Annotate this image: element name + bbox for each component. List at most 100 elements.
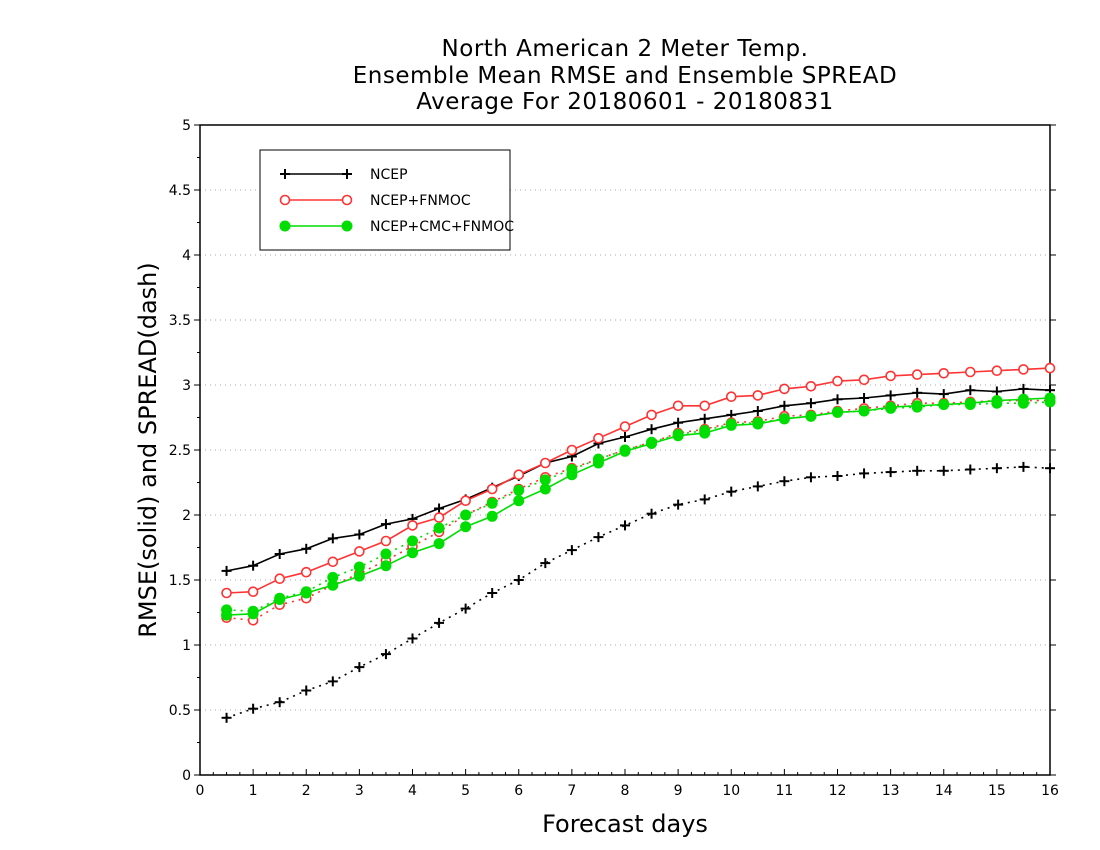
point-ncep-spread-30 xyxy=(1018,461,1029,472)
series-ncep-fnmoc-rmse-line xyxy=(226,367,1051,594)
point-ncep-cmc-fnmoc-spread-0 xyxy=(221,604,233,616)
point-ncep-spread-11 xyxy=(513,575,524,585)
point-ncep-cmc-fnmoc-spread-6 xyxy=(380,548,392,560)
point-ncep-spread-15 xyxy=(620,520,630,531)
point-ncep-spread-1 xyxy=(248,703,259,714)
point-ncep-fnmoc-rmse-30 xyxy=(1018,364,1029,375)
point-ncep-spread-20 xyxy=(752,481,763,492)
point-ncep-rmse-27 xyxy=(938,389,949,400)
point-ncep-spread-17 xyxy=(673,499,684,510)
point-ncep-rmse-24 xyxy=(859,393,870,403)
point-ncep-cmc-fnmoc-spread-11 xyxy=(513,484,525,496)
point-ncep-rmse-23 xyxy=(832,394,843,405)
point-ncep-spread-12 xyxy=(540,558,551,569)
point-ncep-spread-8 xyxy=(434,617,445,628)
point-ncep-cmc-fnmoc-rmse-10 xyxy=(486,510,498,522)
y-tick-label-1: 0.5 xyxy=(169,703,191,719)
point-ncep-spread-3 xyxy=(301,685,312,696)
point-ncep-cmc-fnmoc-spread-25 xyxy=(885,402,897,414)
point-ncep-cmc-fnmoc-spread-31 xyxy=(1044,396,1056,408)
point-ncep-cmc-fnmoc-spread-18 xyxy=(699,425,711,436)
point-ncep-fnmoc-rmse-14 xyxy=(593,432,604,444)
point-ncep-spread-14 xyxy=(593,532,604,543)
point-ncep-fnmoc-rmse-5 xyxy=(354,546,365,557)
point-ncep-fnmoc-rmse-0 xyxy=(221,587,232,599)
x-tick-label-7: 7 xyxy=(567,783,576,799)
point-ncep-cmc-fnmoc-spread-2 xyxy=(274,592,286,604)
point-ncep-spread-2 xyxy=(274,697,285,708)
x-tick-label-1: 1 xyxy=(249,783,258,799)
y-tick-label-2: 1 xyxy=(182,638,191,654)
point-ncep-spread-16 xyxy=(646,508,657,519)
point-ncep-cmc-fnmoc-rmse-9 xyxy=(460,521,472,533)
point-ncep-cmc-fnmoc-rmse-5 xyxy=(353,570,365,582)
point-ncep-rmse-2 xyxy=(274,549,285,559)
legend-marker-ncep-fnmoc-b xyxy=(341,194,353,206)
point-ncep-spread-4 xyxy=(327,676,338,687)
point-ncep-spread-18 xyxy=(699,494,710,505)
point-ncep-cmc-fnmoc-spread-17 xyxy=(672,428,684,440)
point-ncep-fnmoc-rmse-27 xyxy=(938,367,950,379)
chart-title-line-3: Average For 20180601 - 20180831 xyxy=(416,89,834,115)
point-ncep-cmc-fnmoc-rmse-6 xyxy=(380,560,392,572)
chart-title-line-1: North American 2 Meter Temp. xyxy=(441,36,809,62)
point-ncep-cmc-fnmoc-spread-15 xyxy=(619,444,631,456)
point-ncep-fnmoc-rmse-25 xyxy=(885,370,896,382)
x-tick-label-9: 9 xyxy=(674,783,683,799)
point-ncep-cmc-fnmoc-spread-14 xyxy=(592,453,604,465)
y-tick-label-3: 1.5 xyxy=(169,573,191,589)
point-ncep-spread-9 xyxy=(460,603,471,614)
point-ncep-cmc-fnmoc-rmse-11 xyxy=(513,495,525,507)
point-ncep-rmse-15 xyxy=(620,432,630,442)
point-ncep-fnmoc-rmse-18 xyxy=(699,400,710,412)
x-tick-label-8: 8 xyxy=(621,783,630,799)
x-tick-label-0: 0 xyxy=(196,783,205,799)
point-ncep-cmc-fnmoc-spread-28 xyxy=(964,399,976,410)
point-ncep-fnmoc-rmse-23 xyxy=(832,375,843,387)
point-ncep-rmse-3 xyxy=(301,543,312,554)
point-ncep-cmc-fnmoc-spread-20 xyxy=(752,417,764,429)
point-ncep-cmc-fnmoc-spread-1 xyxy=(247,605,259,617)
point-ncep-spread-25 xyxy=(885,467,896,478)
point-ncep-cmc-fnmoc-spread-7 xyxy=(407,535,418,547)
point-ncep-fnmoc-rmse-15 xyxy=(619,421,631,432)
point-ncep-fnmoc-rmse-7 xyxy=(407,520,418,531)
point-ncep-rmse-18 xyxy=(699,413,710,424)
x-tick-label-2: 2 xyxy=(302,783,311,799)
y-tick-label-5: 2.5 xyxy=(169,443,191,459)
point-ncep-fnmoc-rmse-22 xyxy=(805,380,817,392)
y-tick-label-10: 5 xyxy=(182,118,191,134)
point-ncep-spread-24 xyxy=(859,468,870,479)
point-ncep-spread-0 xyxy=(221,712,232,723)
x-tick-label-5: 5 xyxy=(461,783,470,799)
x-tick-label-10: 10 xyxy=(722,783,740,799)
point-ncep-cmc-fnmoc-spread-23 xyxy=(832,406,843,418)
point-ncep-cmc-fnmoc-spread-16 xyxy=(646,436,658,448)
legend-label-ncep: NCEP xyxy=(370,167,408,183)
y-tick-label-6: 3 xyxy=(182,378,191,394)
point-ncep-cmc-fnmoc-spread-13 xyxy=(566,464,578,475)
point-ncep-spread-26 xyxy=(912,465,923,476)
point-ncep-cmc-fnmoc-rmse-12 xyxy=(539,483,551,495)
point-ncep-spread-28 xyxy=(965,464,976,475)
point-ncep-rmse-0 xyxy=(221,565,232,576)
point-ncep-fnmoc-rmse-1 xyxy=(247,586,259,598)
point-ncep-fnmoc-rmse-26 xyxy=(911,369,923,380)
point-ncep-fnmoc-rmse-31 xyxy=(1044,362,1056,374)
y-axis-label: RMSE(solid) and SPREAD(dash) xyxy=(134,262,162,638)
point-ncep-spread-6 xyxy=(380,649,391,660)
point-ncep-fnmoc-rmse-21 xyxy=(779,383,790,395)
point-ncep-fnmoc-rmse-24 xyxy=(858,374,870,386)
legend-label-ncep-fnmoc: NCEP+FNMOC xyxy=(370,193,471,209)
point-ncep-rmse-21 xyxy=(779,400,790,411)
point-ncep-cmc-fnmoc-spread-9 xyxy=(460,509,472,521)
point-ncep-fnmoc-rmse-17 xyxy=(672,400,684,412)
point-ncep-cmc-fnmoc-spread-30 xyxy=(1017,397,1029,409)
legend-label-ncep-cmc-fnmoc: NCEP+CMC+FNMOC xyxy=(370,219,514,235)
x-tick-label-6: 6 xyxy=(514,783,523,799)
point-ncep-rmse-20 xyxy=(752,406,763,416)
point-ncep-spread-10 xyxy=(487,588,498,598)
point-ncep-fnmoc-rmse-9 xyxy=(460,495,471,507)
x-axis-label: Forecast days xyxy=(542,810,708,838)
